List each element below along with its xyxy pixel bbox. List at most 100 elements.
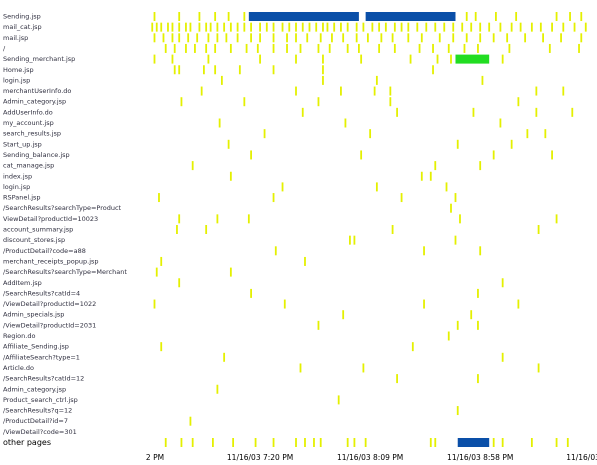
hit bbox=[153, 54, 156, 64]
row-label: /SearchResults?catId=4 bbox=[3, 289, 80, 297]
hit bbox=[218, 118, 221, 128]
hit bbox=[530, 22, 533, 32]
hit bbox=[492, 33, 495, 43]
hit bbox=[450, 203, 452, 213]
hit bbox=[162, 33, 165, 43]
hit bbox=[393, 22, 396, 32]
hit bbox=[517, 299, 520, 309]
hit bbox=[272, 65, 275, 75]
hit bbox=[340, 22, 342, 32]
hit bbox=[259, 22, 261, 32]
hit bbox=[434, 438, 437, 447]
hit bbox=[389, 86, 392, 96]
hit bbox=[384, 22, 387, 32]
hit bbox=[353, 235, 356, 245]
hit bbox=[380, 33, 383, 43]
hit bbox=[450, 54, 452, 64]
hit bbox=[434, 161, 437, 171]
hit bbox=[477, 43, 479, 53]
hit bbox=[400, 193, 403, 203]
row-label: Region.do bbox=[3, 332, 35, 340]
hit bbox=[479, 33, 482, 43]
hit bbox=[196, 33, 199, 43]
hit bbox=[456, 139, 459, 149]
hit bbox=[164, 43, 167, 53]
hit bbox=[535, 107, 538, 117]
hit bbox=[407, 22, 410, 32]
hit bbox=[171, 33, 174, 43]
row-label: Affiliate_Sending.jsp bbox=[3, 343, 69, 351]
hit bbox=[362, 22, 365, 32]
hit bbox=[281, 182, 284, 192]
hit bbox=[456, 406, 459, 416]
hit bbox=[510, 22, 513, 32]
hit bbox=[461, 22, 464, 32]
hit bbox=[355, 22, 358, 32]
row-label: /ViewDetail?productId=1022 bbox=[3, 300, 96, 308]
hit bbox=[423, 299, 425, 309]
hit bbox=[189, 416, 192, 426]
hit bbox=[220, 75, 223, 85]
hit bbox=[223, 22, 226, 32]
hit bbox=[551, 22, 553, 32]
hit bbox=[176, 225, 178, 234]
x-tick-label: 11/16/03 9:4 bbox=[566, 453, 597, 462]
hit bbox=[167, 22, 169, 32]
hit bbox=[211, 438, 214, 447]
hit bbox=[185, 22, 187, 32]
hit bbox=[569, 12, 571, 21]
hit bbox=[272, 33, 275, 43]
busy-span bbox=[248, 12, 359, 21]
hit bbox=[418, 43, 421, 53]
hit bbox=[250, 33, 252, 43]
hit bbox=[153, 33, 156, 43]
row-label: /ViewDetail?productId=2031 bbox=[3, 321, 96, 329]
row-label: other pages bbox=[3, 438, 51, 447]
row-label: search_results.jsp bbox=[3, 130, 61, 138]
row-label: /ViewDetail?code=301 bbox=[3, 428, 77, 436]
hit bbox=[319, 438, 322, 447]
hit bbox=[407, 33, 410, 43]
hit bbox=[225, 33, 228, 43]
hit bbox=[432, 65, 434, 75]
row-label: Home.jsp bbox=[3, 66, 34, 74]
hit bbox=[250, 288, 252, 298]
hit bbox=[200, 86, 203, 96]
hit bbox=[560, 33, 562, 43]
hit bbox=[243, 97, 246, 107]
hit bbox=[265, 22, 268, 32]
hit bbox=[171, 22, 174, 32]
hit bbox=[580, 33, 583, 43]
row-label: Admin_category.jsp bbox=[3, 385, 66, 393]
x-tick-label: 11/16/03 8:09 PM bbox=[337, 453, 403, 462]
hit bbox=[344, 118, 347, 128]
hit bbox=[456, 320, 459, 330]
hit bbox=[171, 54, 174, 64]
hit bbox=[322, 65, 324, 75]
hit bbox=[304, 256, 306, 266]
row-label: /ProductDetail?id=7 bbox=[3, 417, 68, 425]
hit bbox=[272, 438, 275, 447]
hit bbox=[315, 22, 318, 32]
hit bbox=[580, 12, 583, 21]
hit bbox=[328, 43, 331, 53]
hit bbox=[501, 352, 504, 362]
hit bbox=[425, 22, 428, 32]
hit bbox=[160, 256, 163, 266]
hit bbox=[420, 33, 423, 43]
hit bbox=[578, 43, 580, 53]
hit bbox=[566, 438, 569, 447]
hit bbox=[322, 22, 324, 32]
hit bbox=[378, 43, 381, 53]
row-label: Admin_category.jsp bbox=[3, 98, 66, 106]
hit bbox=[470, 310, 473, 320]
hit bbox=[178, 214, 181, 224]
hit bbox=[436, 54, 439, 64]
hit bbox=[459, 214, 461, 224]
hit bbox=[243, 12, 246, 21]
busy-span bbox=[365, 12, 456, 21]
row-label: AddItem.jsp bbox=[3, 279, 42, 287]
hit bbox=[539, 22, 542, 32]
row-label: account_summary.jsp bbox=[3, 226, 73, 234]
hit bbox=[454, 193, 457, 203]
